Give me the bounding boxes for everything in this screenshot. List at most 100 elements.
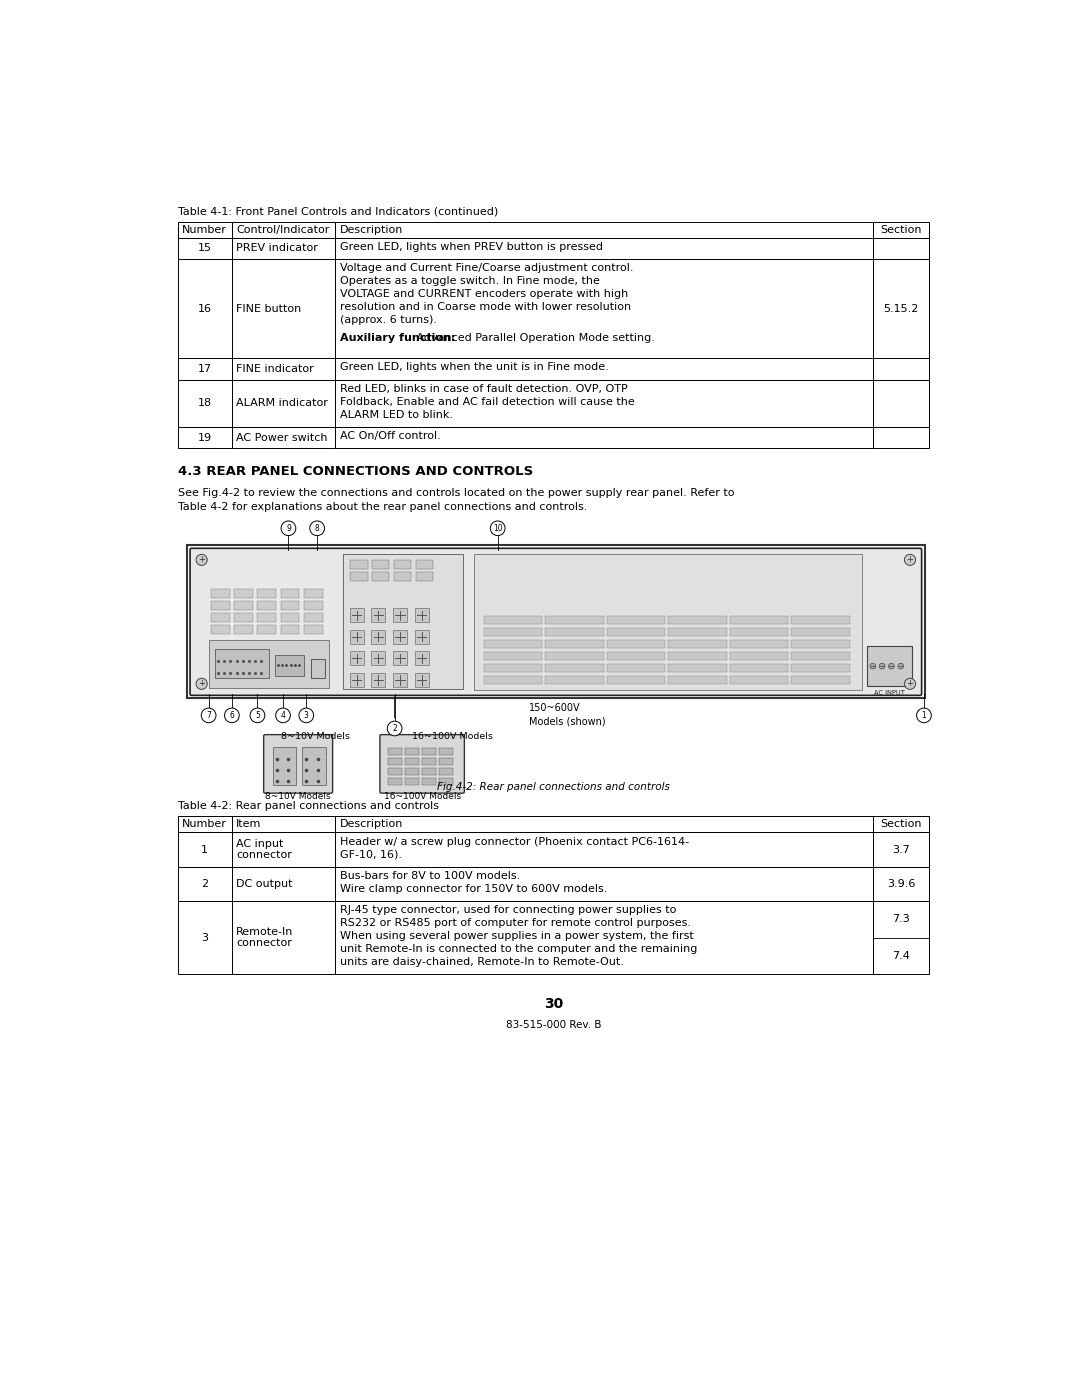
Bar xyxy=(232,427,336,448)
Text: +: + xyxy=(199,679,205,689)
Bar xyxy=(405,778,419,785)
Bar xyxy=(234,624,253,634)
Bar xyxy=(372,651,386,665)
Circle shape xyxy=(904,679,916,689)
Bar xyxy=(234,613,253,622)
Bar xyxy=(438,747,453,756)
Bar xyxy=(350,630,364,644)
Bar xyxy=(177,222,232,237)
Bar xyxy=(281,601,299,610)
Text: 1: 1 xyxy=(201,845,208,855)
Bar xyxy=(873,427,930,448)
Text: 10: 10 xyxy=(492,524,502,532)
Text: 83-515-000 Rev. B: 83-515-000 Rev. B xyxy=(505,1020,602,1031)
Text: 8~10V Models: 8~10V Models xyxy=(281,732,350,742)
Circle shape xyxy=(490,521,505,535)
Text: Green LED, lights when the unit is in Fine mode.: Green LED, lights when the unit is in Fi… xyxy=(340,362,608,373)
Bar xyxy=(211,624,230,634)
Bar xyxy=(484,652,542,659)
Circle shape xyxy=(879,664,885,669)
Bar xyxy=(792,676,850,683)
Bar xyxy=(393,608,407,622)
Bar xyxy=(730,640,788,648)
Bar xyxy=(474,553,862,690)
Text: 3: 3 xyxy=(201,933,208,943)
Bar xyxy=(873,816,930,833)
Bar xyxy=(336,380,873,427)
Bar xyxy=(792,616,850,624)
Text: PREV indicator: PREV indicator xyxy=(237,243,318,253)
Bar xyxy=(177,833,232,866)
Bar xyxy=(232,258,336,358)
Text: 7: 7 xyxy=(206,711,211,719)
Bar xyxy=(234,588,253,598)
Bar xyxy=(388,778,402,785)
Bar xyxy=(484,664,542,672)
Bar xyxy=(393,630,407,644)
Text: AC INPUT: AC INPUT xyxy=(875,690,905,696)
Text: 30: 30 xyxy=(544,997,563,1011)
Bar xyxy=(669,664,727,672)
Bar xyxy=(177,901,232,974)
Text: Item: Item xyxy=(237,820,261,830)
Text: 5: 5 xyxy=(255,711,260,719)
Bar xyxy=(393,673,407,687)
Circle shape xyxy=(897,664,904,669)
Bar xyxy=(281,613,299,622)
Bar xyxy=(336,237,873,258)
Bar xyxy=(438,757,453,766)
Bar xyxy=(669,629,727,636)
Bar xyxy=(873,833,930,866)
Text: 7.3: 7.3 xyxy=(892,915,910,925)
Bar xyxy=(373,573,389,581)
Bar xyxy=(422,747,435,756)
Bar xyxy=(336,833,873,866)
Bar xyxy=(669,652,727,659)
Text: 16: 16 xyxy=(198,303,212,314)
Bar xyxy=(336,816,873,833)
Circle shape xyxy=(225,708,240,722)
Circle shape xyxy=(310,521,324,535)
Bar xyxy=(405,768,419,775)
Bar xyxy=(393,651,407,665)
Bar xyxy=(372,630,386,644)
Text: resolution and in Coarse mode with lower resolution: resolution and in Coarse mode with lower… xyxy=(340,302,631,312)
Bar xyxy=(422,757,435,766)
Bar xyxy=(372,673,386,687)
Bar xyxy=(873,901,930,974)
Circle shape xyxy=(889,664,894,669)
Bar xyxy=(405,747,419,756)
Text: Remote-In
connector: Remote-In connector xyxy=(237,926,294,949)
Text: When using several power supplies in a power system, the first: When using several power supplies in a p… xyxy=(340,932,693,942)
Text: Number: Number xyxy=(183,820,227,830)
Bar xyxy=(388,768,402,775)
Bar xyxy=(187,545,924,698)
Text: RJ-45 type connector, used for connecting power supplies to: RJ-45 type connector, used for connectin… xyxy=(340,905,676,915)
Bar xyxy=(232,816,336,833)
Bar xyxy=(792,629,850,636)
Bar xyxy=(730,652,788,659)
Text: 1: 1 xyxy=(921,711,927,719)
Text: Green LED, lights when PREV button is pressed: Green LED, lights when PREV button is pr… xyxy=(340,242,603,251)
Text: +: + xyxy=(199,556,205,564)
Text: DC output: DC output xyxy=(237,879,293,888)
Text: Voltage and Current Fine/Coarse adjustment control.: Voltage and Current Fine/Coarse adjustme… xyxy=(340,264,633,274)
Bar xyxy=(730,676,788,683)
Bar xyxy=(607,616,665,624)
Bar xyxy=(232,380,336,427)
Text: Description: Description xyxy=(340,820,403,830)
Bar xyxy=(669,640,727,648)
Bar xyxy=(545,664,604,672)
Text: Fig.4-2: Rear panel connections and controls: Fig.4-2: Rear panel connections and cont… xyxy=(437,782,670,792)
Text: Section: Section xyxy=(880,225,922,235)
Bar xyxy=(257,624,276,634)
Text: Foldback, Enable and AC fail detection will cause the: Foldback, Enable and AC fail detection w… xyxy=(340,397,635,407)
Bar xyxy=(177,427,232,448)
Bar xyxy=(730,664,788,672)
Circle shape xyxy=(904,555,916,566)
Bar xyxy=(232,866,336,901)
Bar xyxy=(232,237,336,258)
Bar xyxy=(257,601,276,610)
Bar xyxy=(415,630,429,644)
Bar xyxy=(545,676,604,683)
